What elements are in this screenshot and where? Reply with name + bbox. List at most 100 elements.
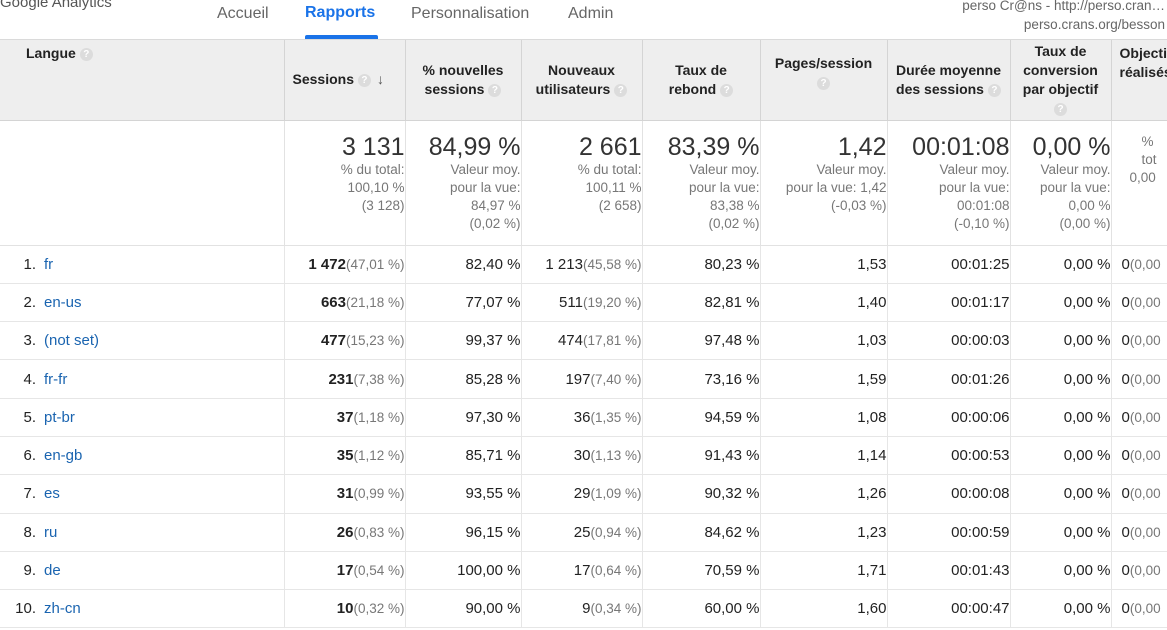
avg-duration-cell: 00:00:03	[886, 321, 1010, 361]
table-row: 6. en-gb 35(1,12 %) 85,71 % 30(1,13 %) 91…	[0, 436, 1167, 476]
goals-value: 0	[1121, 485, 1130, 503]
help-icon[interactable]: ?	[817, 76, 830, 90]
new-users-percent: (1,35 %)	[590, 409, 642, 425]
totals-sub: pour la vue:	[1039, 179, 1111, 195]
bounce-rate-cell: 82,81 %	[641, 283, 760, 323]
sessions-value: 477	[320, 332, 346, 350]
new-sessions-pct-cell: 85,28 %	[404, 359, 521, 399]
help-icon[interactable]: ?	[1054, 102, 1067, 116]
conversion-rate-cell: 0,00 %	[1009, 513, 1111, 552]
row-index: 8.	[23, 523, 36, 541]
language-cell: 8. ru	[0, 513, 284, 552]
language-link[interactable]: de	[44, 562, 61, 580]
sort-descending-icon[interactable]: ↓	[376, 71, 384, 88]
totals-sub: 0,00 %	[1068, 197, 1111, 213]
language-link[interactable]: ru	[44, 523, 58, 541]
conversion-rate-cell: 0,00 %	[1009, 551, 1111, 591]
totals-value: 3 131	[341, 132, 405, 161]
goals-value: 0	[1121, 523, 1130, 541]
sessions-cell: 17(0,54 %)	[283, 551, 405, 591]
totals-sub: Valeur moy.	[939, 161, 1010, 177]
totals-cell: % tot 0,00	[1110, 120, 1167, 246]
language-cell: 10. zh-cn	[0, 589, 284, 629]
table-row: 4. fr-fr 231(7,38 %) 85,28 % 197(7,40 %) …	[0, 359, 1167, 399]
pages-session-cell: 1,08	[759, 398, 887, 437]
totals-sub: tot	[1141, 151, 1157, 167]
new-users-value: 474	[557, 332, 583, 350]
column-header-label: Taux de rebond	[668, 61, 727, 97]
column-header-label: Durée moyenne des sessions	[895, 61, 1002, 97]
goals-value: 0	[1121, 600, 1130, 618]
new-sessions-pct-cell: 82,40 %	[404, 245, 521, 284]
sessions-value: 35	[336, 447, 354, 465]
new-users-value: 36	[573, 408, 591, 426]
totals-sub: 84,97 %	[470, 197, 521, 213]
totals-sub: (0,00 %)	[1059, 215, 1111, 231]
language-link[interactable]: fr-fr	[44, 370, 68, 388]
goals-value: 0	[1121, 370, 1130, 388]
goals-percent: (0,00	[1129, 409, 1161, 425]
language-link[interactable]: fr	[44, 255, 54, 273]
help-icon[interactable]: ?	[614, 83, 628, 97]
new-users-percent: (1,13 %)	[590, 448, 642, 464]
tab-accueil[interactable]: Accueil	[217, 5, 269, 22]
new-sessions-pct-cell: 97,30 %	[404, 398, 521, 437]
language-link[interactable]: zh-cn	[44, 600, 81, 618]
column-header-goals-completed[interactable]: Objectifs réalisés?	[1110, 40, 1167, 121]
avg-duration-cell: 00:00:53	[886, 436, 1010, 476]
help-icon[interactable]: ?	[488, 83, 502, 97]
tab-personnalisation[interactable]: Personnalisation	[411, 5, 530, 22]
column-header-new-users[interactable]: Nouveaux utilisateurs?	[520, 40, 642, 121]
account-property-name: perso Cr@ns - http://perso.cran…	[962, 0, 1165, 13]
new-users-cell: 25(0,94 %)	[520, 513, 642, 552]
help-icon[interactable]: ?	[79, 47, 93, 61]
row-index: 1.	[23, 255, 36, 273]
column-header-sessions[interactable]: Sessions? ↓	[283, 40, 405, 121]
column-header-avg-duration[interactable]: Durée moyenne des sessions?	[886, 40, 1010, 121]
language-link[interactable]: en-us	[44, 293, 82, 311]
pages-session-cell: 1,14	[759, 436, 887, 476]
language-cell: 3. (not set)	[0, 321, 284, 361]
sessions-percent: (1,12 %)	[353, 448, 405, 464]
help-icon[interactable]: ?	[720, 83, 734, 97]
sessions-cell: 26(0,83 %)	[283, 513, 405, 552]
help-icon[interactable]: ?	[357, 74, 371, 88]
row-index: 7.	[23, 485, 36, 503]
table-row: 10. zh-cn 10(0,32 %) 90,00 % 9(0,34 %) 60…	[0, 589, 1167, 629]
language-link[interactable]: (not set)	[44, 332, 100, 350]
column-header-conversion-rate[interactable]: Taux de conversion par objectif?	[1009, 40, 1111, 121]
bounce-rate-cell: 94,59 %	[641, 398, 760, 437]
table-row: 3. (not set) 477(15,23 %) 99,37 % 474(17,…	[0, 321, 1167, 361]
table-header-row: Langue? Sessions? ↓ % nouvelles sessions?…	[0, 40, 1167, 121]
new-users-percent: (17,81 %)	[582, 333, 642, 349]
totals-value: 0,00 %	[1032, 132, 1111, 161]
column-header-langue[interactable]: Langue?	[0, 40, 284, 121]
sessions-cell: 31(0,99 %)	[283, 474, 405, 514]
tab-rapports[interactable]: Rapports	[305, 4, 376, 21]
report-table: Langue? Sessions? ↓ % nouvelles sessions?…	[0, 40, 1167, 629]
language-link[interactable]: es	[44, 485, 60, 503]
pages-session-cell: 1,53	[759, 245, 887, 284]
language-cell: 6. en-gb	[0, 436, 284, 476]
table-row: 9. de 17(0,54 %) 100,00 % 17(0,64 %) 70,5…	[0, 551, 1167, 591]
sessions-value: 26	[336, 523, 354, 541]
tab-admin[interactable]: Admin	[568, 5, 614, 22]
account-selector[interactable]: perso Cr@ns - http://perso.cran… perso.c…	[962, 0, 1165, 34]
sessions-value: 663	[320, 293, 346, 311]
column-header-new-sessions-pct[interactable]: % nouvelles sessions?	[404, 40, 521, 121]
conversion-rate-cell: 0,00 %	[1009, 398, 1111, 437]
column-header-bounce-rate[interactable]: Taux de rebond?	[641, 40, 760, 121]
sessions-percent: (0,83 %)	[353, 524, 405, 540]
sessions-value: 31	[336, 485, 354, 503]
new-users-value: 9	[582, 600, 591, 618]
column-header-pages-session[interactable]: Pages/session?	[759, 40, 887, 121]
totals-sub: pour la vue:	[938, 179, 1010, 195]
help-icon[interactable]: ?	[987, 83, 1001, 97]
goals-value: 0	[1121, 562, 1130, 580]
language-link[interactable]: pt-br	[44, 408, 75, 426]
app-logo[interactable]: Google Analytics	[0, 0, 112, 11]
totals-value: 00:01:08	[912, 132, 1010, 161]
language-link[interactable]: en-gb	[44, 447, 83, 465]
goals-value: 0	[1121, 293, 1130, 311]
sessions-cell: 231(7,38 %)	[283, 359, 405, 399]
